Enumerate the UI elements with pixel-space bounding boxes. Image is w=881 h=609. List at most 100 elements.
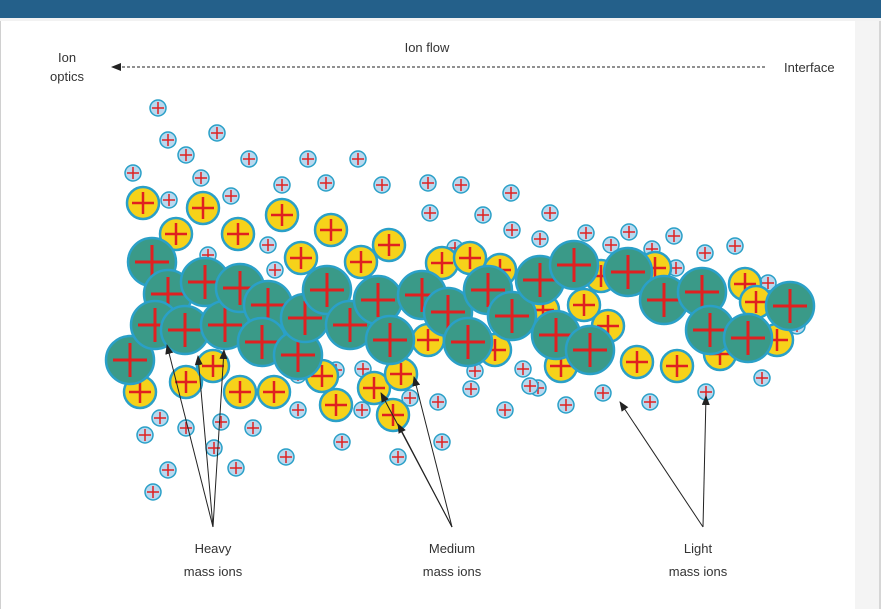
frame-shadow-right (855, 21, 881, 609)
medium-ion-2 (185, 190, 221, 226)
medium-ion-6 (313, 212, 349, 248)
ion-flow-label: Ion flow (405, 40, 450, 55)
light-ion-32 (259, 236, 277, 254)
heavy-ion-0 (104, 334, 156, 386)
light-ion-20 (503, 221, 521, 239)
heavy-ion-27 (676, 266, 728, 318)
light-ion-24 (665, 227, 683, 245)
medium-ion-5 (283, 240, 319, 276)
light-ion-42 (557, 396, 575, 414)
light-ion-45 (429, 393, 447, 411)
light-ion-55 (159, 461, 177, 479)
medium-ion-1 (158, 216, 194, 252)
medium-ion-22 (222, 374, 258, 410)
light-ion-11 (349, 150, 367, 168)
light-ion-62 (594, 384, 612, 402)
light-ion-63 (641, 393, 659, 411)
light-ion-40 (514, 360, 532, 378)
light-ion-56 (144, 483, 162, 501)
heavy-ion-18 (442, 316, 494, 368)
heavy-label-line1: Heavy (195, 541, 232, 556)
heavy-pointer-3 (212, 349, 228, 528)
light-ion-18 (474, 206, 492, 224)
ion-cloud (104, 99, 816, 501)
light-ion-16 (502, 184, 520, 202)
light-ion-22 (577, 224, 595, 242)
light-ion-46 (401, 389, 419, 407)
light-ion-61 (433, 433, 451, 451)
ion-optics-label-line1: Ion (58, 50, 76, 65)
medium-ion-25 (318, 387, 354, 423)
heavy-ion-30 (764, 280, 816, 332)
light-ion-49 (244, 419, 262, 437)
medium-label-line2: mass ions (423, 564, 482, 579)
light-ion-2 (208, 124, 226, 142)
light-ion-53 (151, 409, 169, 427)
medium-ion-3 (220, 216, 256, 252)
medium-ion-23 (256, 374, 292, 410)
light-pointers (619, 395, 710, 528)
light-ion-14 (419, 174, 437, 192)
header-divider (0, 18, 881, 21)
medium-ion-7 (343, 244, 379, 280)
light-ion-29 (696, 244, 714, 262)
light-ion-7 (160, 191, 178, 209)
medium-ion-9 (424, 245, 460, 281)
light-ion-59 (333, 433, 351, 451)
light-ion-0 (149, 99, 167, 117)
frame-border-right (879, 21, 881, 609)
medium-ion-8 (371, 227, 407, 263)
heavy-ion-12 (301, 264, 353, 316)
light-ion-8 (222, 187, 240, 205)
heavy-ion-24 (564, 324, 616, 376)
interface-label: Interface (784, 60, 835, 75)
medium-ion-4 (264, 197, 300, 233)
light-ion-48 (289, 401, 307, 419)
medium-ion-0 (125, 185, 161, 221)
light-ion-52 (177, 419, 195, 437)
light-ion-58 (277, 448, 295, 466)
light-ion-33 (266, 261, 284, 279)
ion-optics-label-line2: optics (50, 69, 84, 84)
light-ion-13 (373, 176, 391, 194)
medium-pointer-3 (412, 376, 453, 528)
frame-border-left (0, 21, 1, 609)
light-ion-60 (389, 448, 407, 466)
heavy-ion-4 (159, 304, 211, 356)
heavy-ion-25 (602, 246, 654, 298)
light-ion-5 (177, 146, 195, 164)
light-ion-9 (273, 176, 291, 194)
light-ion-6 (124, 164, 142, 182)
heavy-ion-20 (486, 290, 538, 342)
light-ion-66 (521, 377, 539, 395)
header-bar (0, 0, 881, 18)
light-ion-4 (192, 169, 210, 187)
medium-pointer-2 (397, 423, 453, 528)
light-pointer-1 (619, 401, 704, 528)
light-ion-54 (136, 426, 154, 444)
light-label-line2: mass ions (669, 564, 728, 579)
medium-ion-33 (659, 348, 695, 384)
light-ion-1 (159, 131, 177, 149)
heavy-label-line2: mass ions (184, 564, 243, 579)
light-ion-15 (452, 176, 470, 194)
heavy-ion-15 (364, 314, 416, 366)
heavy-pointer-1 (165, 344, 214, 528)
light-ion-65 (753, 369, 771, 387)
light-ion-28 (602, 236, 620, 254)
light-label-line1: Light (684, 541, 713, 556)
light-ion-12 (317, 174, 335, 192)
light-ion-57 (227, 459, 245, 477)
light-ion-50 (212, 413, 230, 431)
light-ion-23 (620, 223, 638, 241)
medium-label-line1: Medium (429, 541, 475, 556)
heavy-ion-29 (722, 312, 774, 364)
light-ion-43 (496, 401, 514, 419)
medium-ion-13 (566, 287, 602, 323)
light-ion-17 (421, 204, 439, 222)
light-ion-51 (205, 439, 223, 457)
light-pointer-2 (701, 395, 710, 528)
light-ion-25 (726, 237, 744, 255)
